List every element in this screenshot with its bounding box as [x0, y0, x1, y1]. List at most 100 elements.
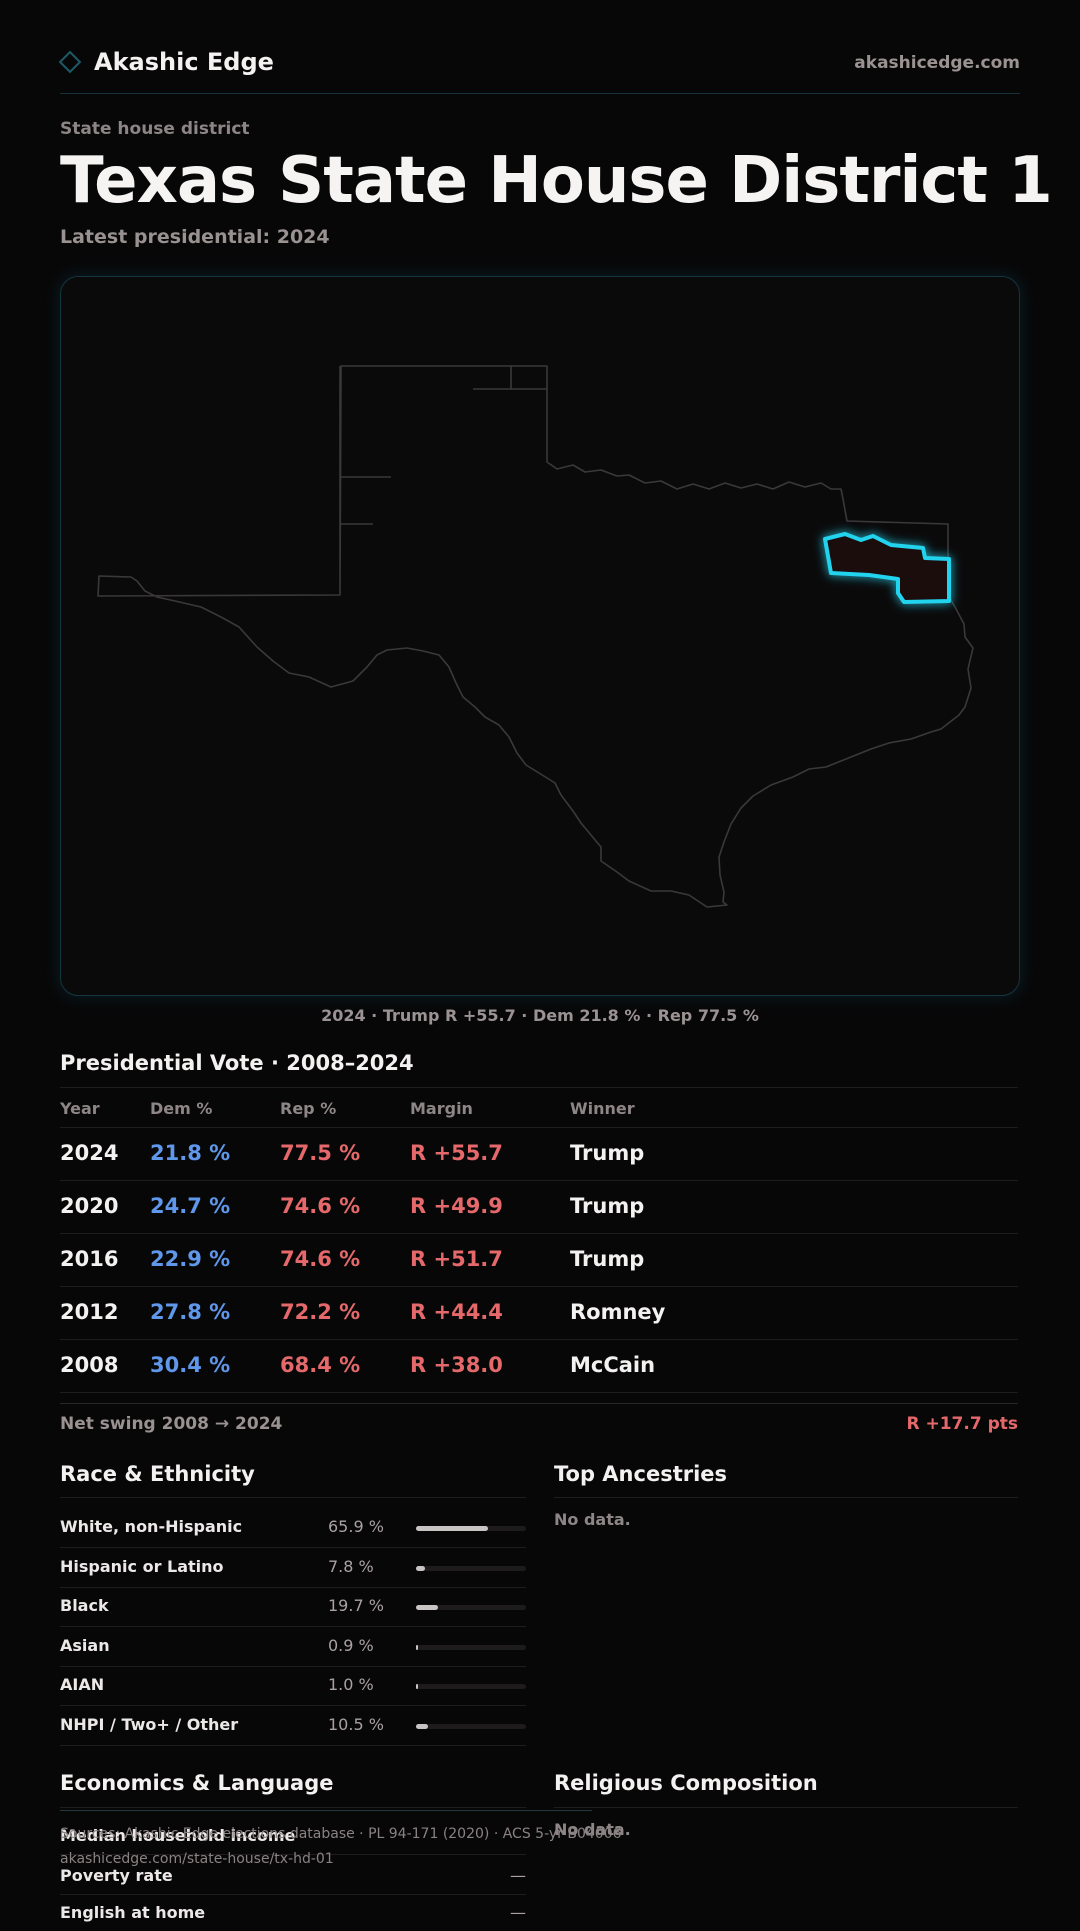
race-bar-track	[416, 1644, 526, 1650]
race-bar-fill	[416, 1644, 418, 1650]
page-title: Texas State House District 1	[60, 144, 1053, 218]
footer-divider	[60, 1810, 592, 1811]
religion-empty: No data.	[554, 1820, 631, 1839]
cell-margin: R +49.9	[410, 1194, 503, 1218]
footer-url[interactable]: akashicedge.com/state-house/tx-hd-01	[60, 1851, 334, 1867]
race-bar-fill	[416, 1723, 428, 1729]
col-year-header: Year	[60, 1099, 100, 1118]
econ-value: —	[510, 1903, 526, 1922]
cell-winner: Romney	[570, 1300, 666, 1324]
table-row: 2008 30.4 % 68.4 % R +38.0 McCain	[60, 1340, 1018, 1393]
race-percent: 1.0 %	[328, 1675, 374, 1694]
economics-title-divider	[60, 1807, 526, 1808]
title-district: State House District 1	[278, 144, 1053, 218]
race-label: Black	[60, 1596, 109, 1615]
cell-margin: R +51.7	[410, 1247, 503, 1271]
race-label: Hispanic or Latino	[60, 1556, 224, 1576]
table-header-divider	[60, 1127, 1018, 1128]
race-bar-fill	[416, 1605, 438, 1610]
race-percent: 19.7 %	[328, 1596, 384, 1615]
cell-rep: 74.6 %	[280, 1194, 361, 1218]
ancestries-empty: No data.	[554, 1510, 631, 1529]
race-percent: 7.8 %	[328, 1556, 374, 1576]
page-eyebrow: State house district	[60, 119, 250, 139]
economics-title: Economics & Language	[60, 1771, 334, 1795]
col-margin-header: Margin	[410, 1099, 473, 1118]
net-swing-label: Net swing 2008 → 2024	[60, 1414, 283, 1434]
texas-map	[97, 365, 974, 908]
religion-title-divider	[554, 1807, 1018, 1808]
ancestries-title-divider	[554, 1497, 1018, 1498]
race-percent: 65.9 %	[328, 1517, 384, 1536]
table-row: 2020 24.7 % 74.6 % R +49.9 Trump	[60, 1181, 1018, 1234]
cell-margin: R +55.7	[410, 1141, 503, 1165]
race-label: NHPI / Two+ / Other	[60, 1714, 239, 1734]
title-state: Texas	[60, 144, 257, 218]
race-bar-track	[416, 1526, 526, 1531]
econ-value: —	[510, 1866, 526, 1885]
presidential-title: Presidential Vote · 2008–2024	[60, 1051, 414, 1075]
cell-year: 2024	[60, 1141, 119, 1165]
cell-rep: 74.6 %	[280, 1247, 361, 1271]
site-link[interactable]: akashicedge.com	[854, 53, 1020, 73]
map-caption: 2024 · Trump R +55.7 · Dem 21.8 % · Rep …	[321, 1006, 759, 1025]
header-divider	[60, 93, 1020, 94]
cell-winner: McCain	[570, 1353, 656, 1377]
net-swing-value: R +17.7 pts	[906, 1414, 1018, 1434]
cell-rep: 72.2 %	[280, 1300, 361, 1324]
race-label: AIAN	[60, 1675, 105, 1694]
col-winner-header: Winner	[570, 1099, 635, 1118]
race-bar-track	[416, 1605, 526, 1610]
ancestries-title: Top Ancestries	[554, 1462, 728, 1486]
brand-name: Akashic Edge	[94, 48, 274, 76]
cell-winner: Trump	[570, 1194, 645, 1218]
race-bar-track	[416, 1723, 526, 1729]
race-percent: 10.5 %	[328, 1714, 384, 1734]
race-row: AIAN 1.0 %	[60, 1666, 526, 1706]
district-map-card	[60, 276, 1020, 996]
cell-year: 2008	[60, 1353, 119, 1377]
race-percent: 0.9 %	[328, 1635, 374, 1655]
econ-row-income: Median household income	[60, 1818, 526, 1855]
cell-year: 2020	[60, 1194, 119, 1218]
race-label: White, non-Hispanic	[60, 1517, 243, 1536]
race-bar-fill	[416, 1684, 418, 1689]
cell-dem: 27.8 %	[150, 1300, 231, 1324]
race-bar-fill	[416, 1526, 488, 1531]
race-title-divider	[60, 1497, 526, 1498]
econ-label: Poverty rate	[60, 1866, 173, 1885]
col-rep-header: Rep %	[280, 1099, 337, 1118]
race-row: NHPI / Two+ / Other 10.5 %	[60, 1706, 526, 1746]
race-bar-fill	[416, 1565, 425, 1571]
brand[interactable]: Akashic Edge	[58, 48, 274, 76]
cell-margin: R +38.0	[410, 1353, 503, 1377]
econ-label: English at home	[60, 1903, 206, 1922]
texas-outline	[97, 365, 974, 908]
race-row: Black 19.7 %	[60, 1587, 526, 1627]
swing-divider	[60, 1403, 1018, 1404]
econ-row-english: English at home —	[60, 1895, 526, 1931]
race-label: Asian	[60, 1635, 110, 1655]
race-bar-track	[416, 1684, 526, 1689]
latest-presidential: Latest presidential: 2024	[60, 226, 330, 248]
table-row: 2024 21.8 % 77.5 % R +55.7 Trump	[60, 1128, 1018, 1181]
texas-panhandle-lines	[340, 366, 547, 525]
econ-label: Median household income	[60, 1826, 296, 1845]
cell-winner: Trump	[570, 1247, 645, 1271]
race-bar-track	[416, 1565, 526, 1571]
district-highlight[interactable]	[823, 532, 951, 604]
race-row: Hispanic or Latino 7.8 %	[60, 1548, 526, 1588]
cell-rep: 68.4 %	[280, 1353, 361, 1377]
cell-dem: 24.7 %	[150, 1194, 231, 1218]
cell-dem: 22.9 %	[150, 1247, 231, 1271]
race-title: Race & Ethnicity	[60, 1462, 255, 1486]
table-row: 2012 27.8 % 72.2 % R +44.4 Romney	[60, 1287, 1018, 1340]
cell-year: 2016	[60, 1247, 119, 1271]
cell-dem: 30.4 %	[150, 1353, 231, 1377]
race-row: White, non-Hispanic 65.9 %	[60, 1508, 526, 1548]
religion-title: Religious Composition	[554, 1771, 818, 1795]
col-dem-header: Dem %	[150, 1099, 213, 1118]
table-row: 2016 22.9 % 74.6 % R +51.7 Trump	[60, 1234, 1018, 1287]
presidential-title-divider	[60, 1087, 1018, 1088]
cell-dem: 21.8 %	[150, 1141, 231, 1165]
